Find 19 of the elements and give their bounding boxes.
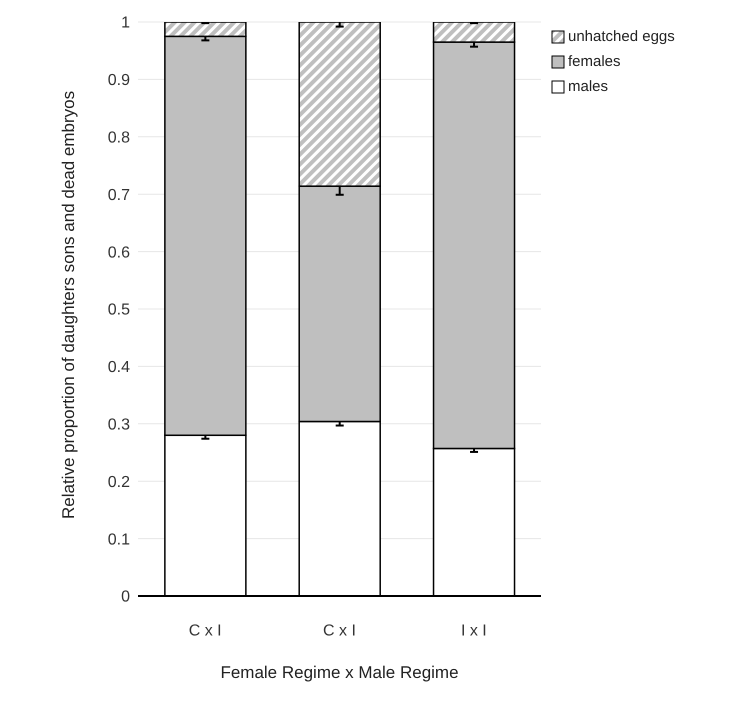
text: males xyxy=(568,78,608,95)
x-tick-label: C x I xyxy=(323,622,356,640)
y-tick-label: 0.2 xyxy=(108,474,130,491)
y-tick-label: 0.9 xyxy=(108,72,130,90)
x-tick-label: I x I xyxy=(460,622,487,640)
y-tick-label: 0.3 xyxy=(108,416,130,434)
y-axis-title: Relative proportion of daughters sons and dead embryos xyxy=(59,90,78,519)
legend-label: females xyxy=(568,53,621,70)
y-tick-label: 0.7 xyxy=(108,186,130,204)
y-tick-label: 0.5 xyxy=(108,302,130,319)
x-axis-title: Female Regime x Male Regime xyxy=(220,663,459,682)
legend-label: unhatched eggs xyxy=(568,28,675,45)
y-tick-label: 0.4 xyxy=(108,359,130,376)
y-tick-label: 0.1 xyxy=(108,531,130,548)
y-tick-label: 0.8 xyxy=(108,129,130,146)
x-tick-label: C x I xyxy=(188,622,222,640)
y-tick-label: 1 xyxy=(121,14,130,32)
y-tick-label: 0.6 xyxy=(108,244,130,262)
y-tick-label: 0 xyxy=(121,588,130,606)
